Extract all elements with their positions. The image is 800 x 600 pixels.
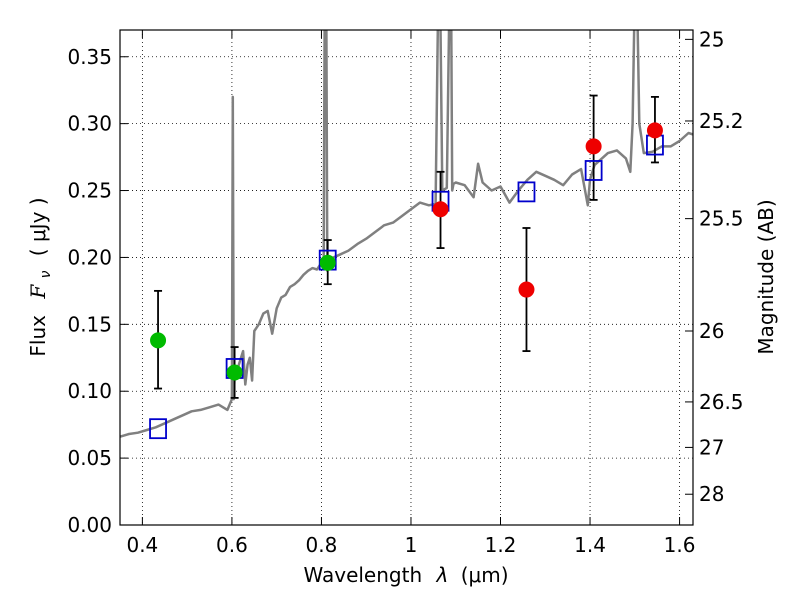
red-data-point <box>585 138 602 155</box>
y-tick-label: 0.05 <box>67 446 112 470</box>
model-photometry-square <box>149 418 167 440</box>
y-tick-label: 0.00 <box>67 513 112 537</box>
x-tick-label: 0.8 <box>306 533 338 557</box>
x-tick-label: 1.2 <box>485 533 517 557</box>
red-data-point <box>518 281 535 298</box>
y2-tick-label: 25 <box>699 27 724 51</box>
x-tick-label: 0.4 <box>126 533 158 557</box>
y2-tick-label: 25.2 <box>699 109 744 133</box>
green-data-point <box>150 332 167 349</box>
model-spectrum-line <box>120 30 693 438</box>
plot-frame <box>119 29 694 526</box>
y2-tick-label: 25.5 <box>699 207 744 231</box>
y2-axis-title: Magnitude (AB) <box>754 199 778 354</box>
y-tick-label: 0.35 <box>67 45 112 69</box>
y2-tick-label: 27 <box>699 435 724 459</box>
model-photometry-square <box>517 181 536 203</box>
y2-tick-label: 26 <box>699 319 724 343</box>
grid-lines <box>120 30 693 526</box>
axis-ticks: 0.4 0.6 0.8 1 1.2 1.4 1.6 0.00 0.05 0.10 0.15 0.20 0… <box>67 27 743 557</box>
x-axis-title: Wavelength λ (μm) <box>303 563 508 587</box>
y2-tick-label: 26.5 <box>699 390 744 414</box>
x-tick-label: 0.6 <box>216 533 248 557</box>
y-tick-label: 0.10 <box>67 379 112 403</box>
model-photometry-square <box>584 160 603 181</box>
green-data-point <box>226 364 243 381</box>
y-axis-title: Flux F ν ( μJy ) <box>26 197 55 356</box>
red-data-point <box>646 122 663 139</box>
green-data-point <box>319 254 336 271</box>
y-tick-label: 0.15 <box>67 312 112 336</box>
red-data-point <box>432 201 449 218</box>
y-tick-label: 0.30 <box>67 112 112 136</box>
plot-area <box>120 30 693 440</box>
y-tick-label: 0.25 <box>67 179 112 203</box>
x-tick-label: 1.6 <box>664 533 696 557</box>
y2-tick-label: 28 <box>699 482 724 506</box>
x-tick-label: 1.4 <box>574 533 606 557</box>
x-tick-label: 1 <box>405 533 418 557</box>
y-tick-label: 0.20 <box>67 245 112 269</box>
